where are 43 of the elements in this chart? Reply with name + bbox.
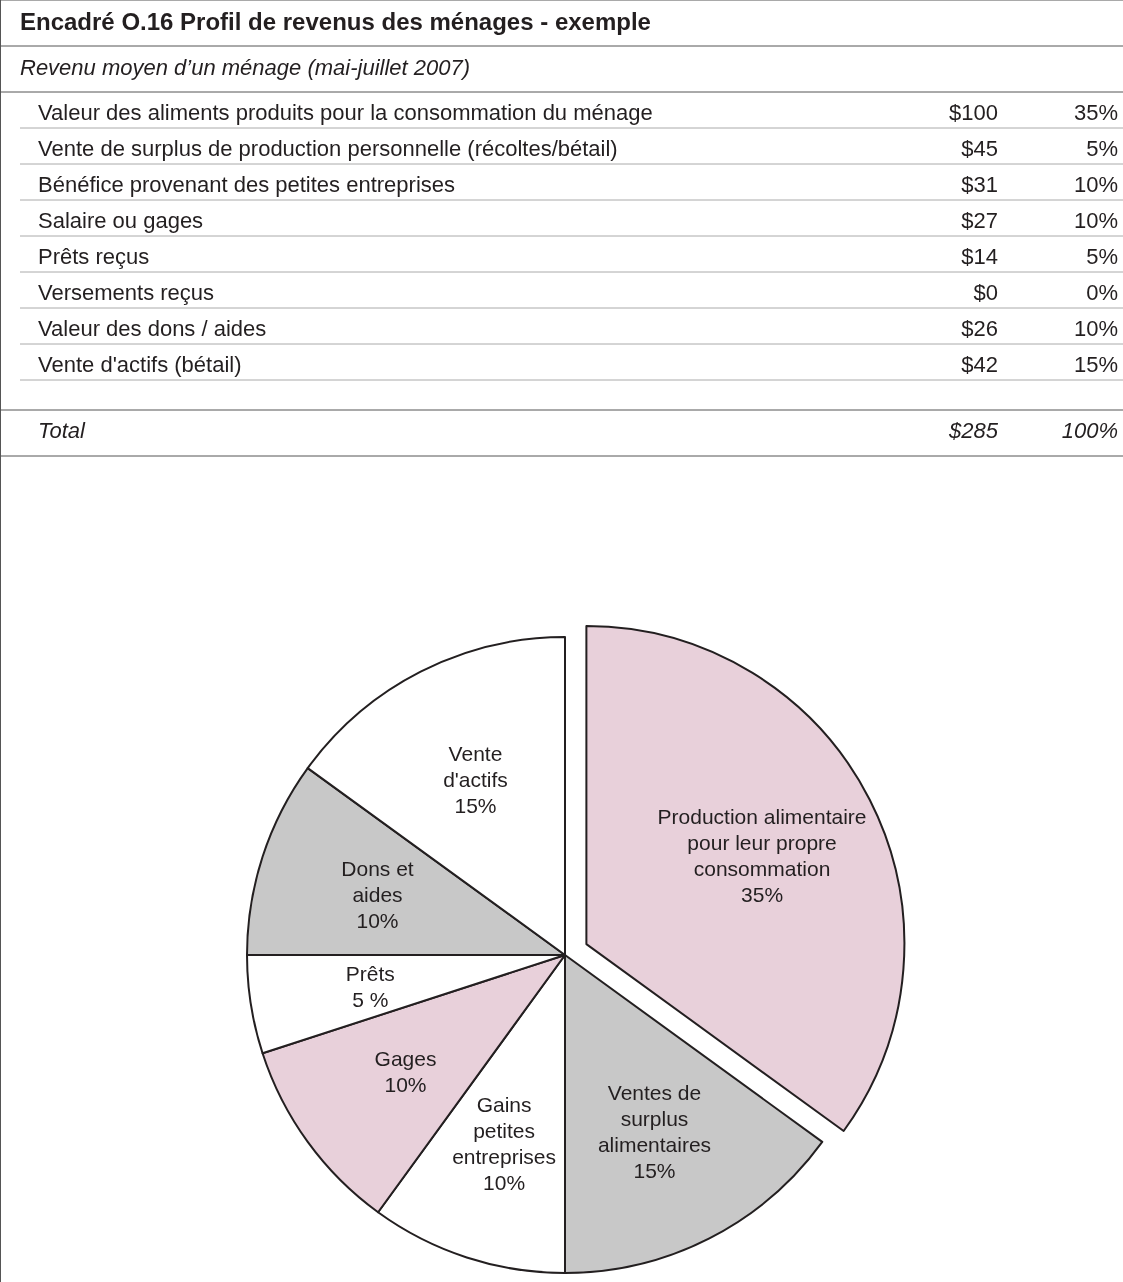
text: 5% [1086, 244, 1118, 269]
data-label: 10% [384, 1072, 427, 1096]
slice-label: Prêts [345, 961, 395, 985]
data-label: 15% [633, 1158, 676, 1182]
data-label: 15% [454, 794, 497, 818]
text: 15% [1073, 352, 1118, 377]
text: $45 [961, 136, 998, 161]
text: Valeur des dons / aides [38, 316, 267, 341]
slice-label: Dons et aides [341, 857, 414, 907]
text: 100% [1061, 418, 1118, 443]
text: Vente de surplus de production personnelle (récoltes/bétail) [38, 136, 618, 161]
text: Salaire ou gages [38, 208, 204, 233]
text: Bénéfice provenant des petites entreprises [38, 172, 456, 197]
slice-label: Ventes de surplus alimentaires [597, 1080, 712, 1156]
text: $26 [961, 316, 998, 341]
text: 0% [1086, 280, 1118, 305]
data-label: 10% [356, 909, 399, 933]
text: $285 [948, 418, 999, 443]
text: $100 [949, 100, 998, 125]
data-label: 10% [483, 1170, 526, 1194]
slice-label: Gains petites entreprises [452, 1092, 557, 1168]
slice-label: Production alimentaire pour leur propre consommation [657, 804, 867, 880]
data-label: 5 % [352, 987, 389, 1011]
slice-label: Vente d'actifs [443, 742, 508, 792]
text: Total [38, 418, 86, 443]
text: Valeur des aliments produits pour la consommation du ménage [38, 100, 653, 125]
text: 10% [1073, 208, 1118, 233]
text: Revenu moyen d’un ménage (mai-juillet 2007) [20, 55, 471, 80]
text: 10% [1073, 172, 1118, 197]
text: Versements reçus [38, 280, 215, 305]
text: $27 [961, 208, 998, 233]
slice-label: Gages [374, 1046, 437, 1070]
text: $0 [973, 280, 998, 305]
data-label: 35% [741, 882, 784, 906]
text: $42 [961, 352, 998, 377]
text: 35% [1073, 100, 1118, 125]
text: Encadré O.16 Profil de revenus des ménages - exemple [20, 8, 651, 35]
text: 5% [1086, 136, 1118, 161]
text: Vente d'actifs (bétail) [38, 352, 242, 377]
text: 10% [1073, 316, 1118, 341]
text: $31 [961, 172, 998, 197]
text: Prêts reçus [38, 244, 150, 269]
text: $14 [961, 244, 998, 269]
